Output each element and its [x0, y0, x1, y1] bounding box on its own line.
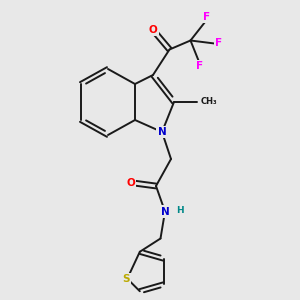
Text: N: N [158, 127, 166, 137]
Text: H: H [176, 206, 184, 215]
Text: N: N [160, 206, 169, 217]
Text: O: O [126, 178, 135, 188]
Text: CH₃: CH₃ [201, 98, 217, 106]
Text: S: S [122, 274, 130, 284]
Text: O: O [148, 25, 158, 35]
Text: F: F [203, 11, 211, 22]
Text: F: F [196, 61, 203, 71]
Text: F: F [215, 38, 223, 49]
